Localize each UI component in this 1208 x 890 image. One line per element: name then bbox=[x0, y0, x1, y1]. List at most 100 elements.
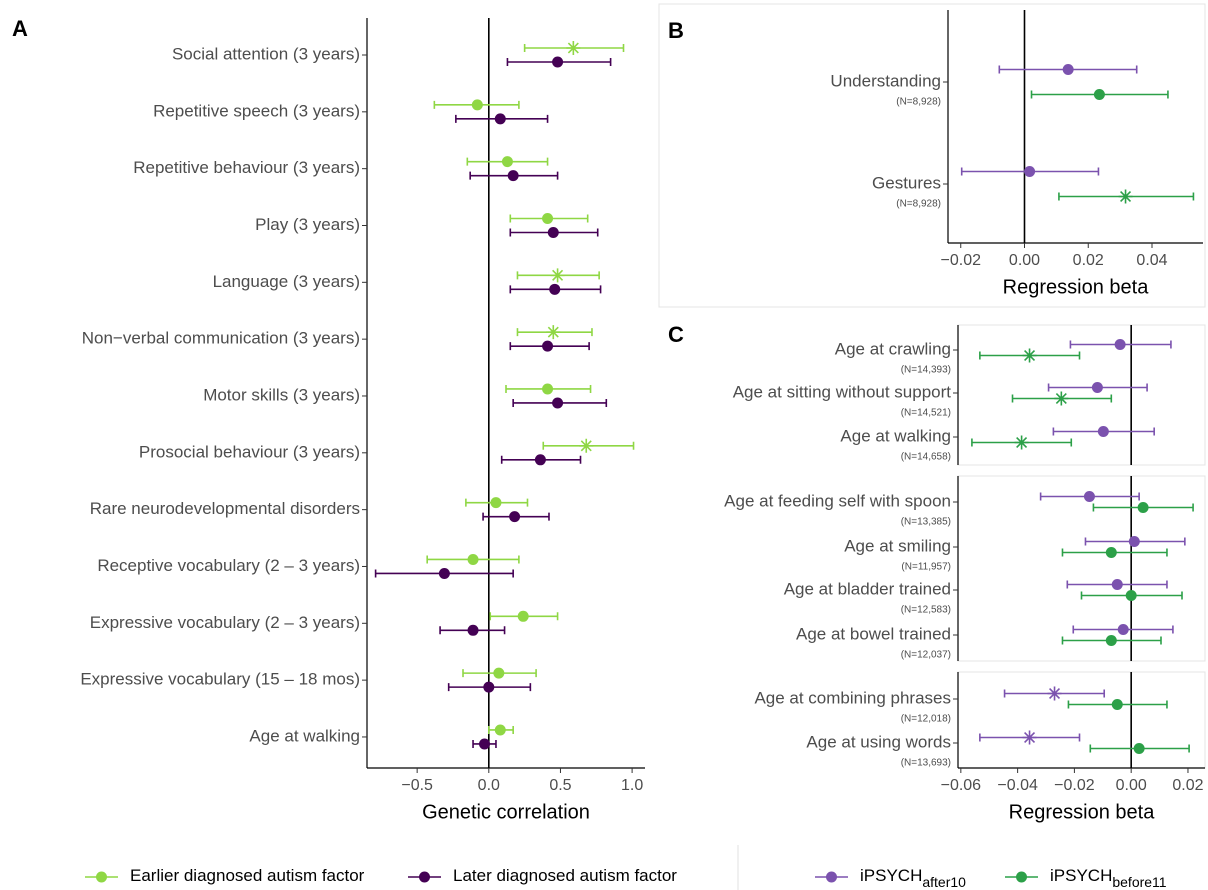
x-tick-label: 0.04 bbox=[1136, 252, 1167, 269]
x-tick-label: −0.02 bbox=[1054, 777, 1095, 794]
sample-size: (N=14,521) bbox=[901, 408, 951, 419]
point-asterisk bbox=[1022, 348, 1037, 363]
x-tick-label: 0.00 bbox=[1009, 252, 1040, 269]
x-tick-label: 0.02 bbox=[1073, 252, 1104, 269]
point bbox=[467, 624, 479, 636]
point bbox=[542, 340, 554, 352]
facet-frame bbox=[957, 324, 1206, 466]
point-asterisk bbox=[546, 325, 561, 340]
point bbox=[517, 610, 529, 622]
x-tick-label: −0.04 bbox=[997, 777, 1038, 794]
legend-label: iPSYCHbefore11 bbox=[1050, 866, 1167, 889]
point bbox=[1133, 743, 1145, 754]
category-label: Age at using words bbox=[806, 732, 951, 751]
category-label: Repetitive behaviour (3 years) bbox=[133, 158, 360, 177]
point bbox=[1093, 89, 1105, 100]
legend-text: iPSYCH bbox=[860, 866, 922, 885]
panel-label: B bbox=[668, 18, 684, 43]
point bbox=[501, 156, 513, 168]
point bbox=[547, 226, 559, 238]
category-label: Language (3 years) bbox=[213, 272, 360, 291]
point bbox=[1111, 699, 1123, 710]
legend-subscript: after10 bbox=[922, 874, 966, 890]
category-label: Repetitive speech (3 years) bbox=[153, 101, 360, 120]
x-axis-title: Genetic correlation bbox=[422, 801, 590, 823]
point-asterisk bbox=[1054, 391, 1069, 406]
x-axis-title: Regression beta bbox=[1009, 801, 1156, 823]
point bbox=[534, 454, 546, 466]
point bbox=[1125, 590, 1137, 601]
panel-frame bbox=[658, 3, 1206, 308]
category-label: Age at feeding self with spoon bbox=[724, 491, 951, 510]
point bbox=[1083, 491, 1095, 502]
point bbox=[471, 99, 483, 111]
category-label: Prosocial behaviour (3 years) bbox=[139, 442, 360, 461]
point bbox=[552, 56, 564, 68]
point-asterisk bbox=[1014, 435, 1029, 450]
x-tick-label: 0.5 bbox=[549, 777, 571, 794]
point bbox=[493, 667, 505, 679]
facet-frame bbox=[957, 475, 1206, 662]
point bbox=[507, 170, 519, 182]
point bbox=[494, 113, 506, 125]
sample-size: (N=14,658) bbox=[901, 452, 951, 463]
point bbox=[1114, 339, 1126, 350]
legend-text: Earlier diagnosed autism factor bbox=[130, 866, 365, 885]
legend-text: Later diagnosed autism factor bbox=[453, 866, 677, 885]
category-label: Play (3 years) bbox=[255, 215, 360, 234]
point bbox=[552, 397, 564, 409]
point bbox=[549, 283, 561, 295]
point-asterisk bbox=[579, 438, 594, 453]
x-tick-label: −0.02 bbox=[941, 252, 982, 269]
point bbox=[1105, 547, 1117, 558]
point bbox=[494, 724, 506, 736]
point bbox=[1105, 635, 1117, 646]
category-label: Age at combining phrases bbox=[754, 688, 951, 707]
legend-marker bbox=[826, 871, 837, 883]
point bbox=[483, 681, 495, 693]
legend-subscript: before11 bbox=[1112, 874, 1166, 890]
sample-size: (N=8,928) bbox=[896, 199, 941, 210]
point-asterisk bbox=[550, 268, 565, 283]
point bbox=[1117, 624, 1129, 635]
point bbox=[1097, 426, 1109, 437]
category-label: Age at smiling bbox=[844, 536, 951, 555]
panel-label: A bbox=[12, 16, 28, 41]
point bbox=[1062, 64, 1074, 75]
legend-text: iPSYCH bbox=[1050, 866, 1112, 885]
category-label: Rare neurodevelopmental disorders bbox=[90, 499, 360, 518]
category-label: Social attention (3 years) bbox=[172, 44, 360, 63]
x-tick-label: 0.0 bbox=[478, 777, 500, 794]
category-label: Age at bladder trained bbox=[784, 579, 951, 598]
point-asterisk bbox=[1047, 686, 1062, 701]
sample-size: (N=8,928) bbox=[896, 97, 941, 108]
x-tick-label: 1.0 bbox=[621, 777, 643, 794]
sample-size: (N=13,385) bbox=[901, 517, 951, 528]
sample-size: (N=12,037) bbox=[901, 650, 951, 661]
point bbox=[1137, 502, 1149, 513]
legend-marker bbox=[419, 871, 430, 883]
point bbox=[490, 497, 502, 509]
legend-marker bbox=[96, 871, 107, 883]
category-label: Age at bowel trained bbox=[796, 624, 951, 643]
facet-frame bbox=[957, 671, 1206, 769]
point bbox=[1111, 579, 1123, 590]
panel-label: C bbox=[668, 322, 684, 347]
legend-label: Earlier diagnosed autism factor bbox=[130, 866, 365, 885]
x-tick-label: 0.00 bbox=[1116, 777, 1147, 794]
category-label: Motor skills (3 years) bbox=[203, 385, 360, 404]
point-asterisk bbox=[1022, 730, 1037, 745]
point bbox=[1128, 536, 1140, 547]
x-axis-title: Regression beta bbox=[1003, 276, 1150, 298]
point bbox=[1024, 166, 1036, 177]
x-tick-label: 0.02 bbox=[1172, 777, 1203, 794]
point bbox=[1091, 382, 1103, 393]
category-label: Age at crawling bbox=[835, 339, 951, 358]
x-tick-label: −0.06 bbox=[941, 777, 982, 794]
point bbox=[467, 553, 479, 565]
point bbox=[479, 738, 491, 750]
legend-marker bbox=[1016, 871, 1027, 883]
category-label: Gestures bbox=[872, 173, 941, 192]
sample-size: (N=14,393) bbox=[901, 365, 951, 376]
category-label: Age at walking bbox=[840, 426, 951, 445]
